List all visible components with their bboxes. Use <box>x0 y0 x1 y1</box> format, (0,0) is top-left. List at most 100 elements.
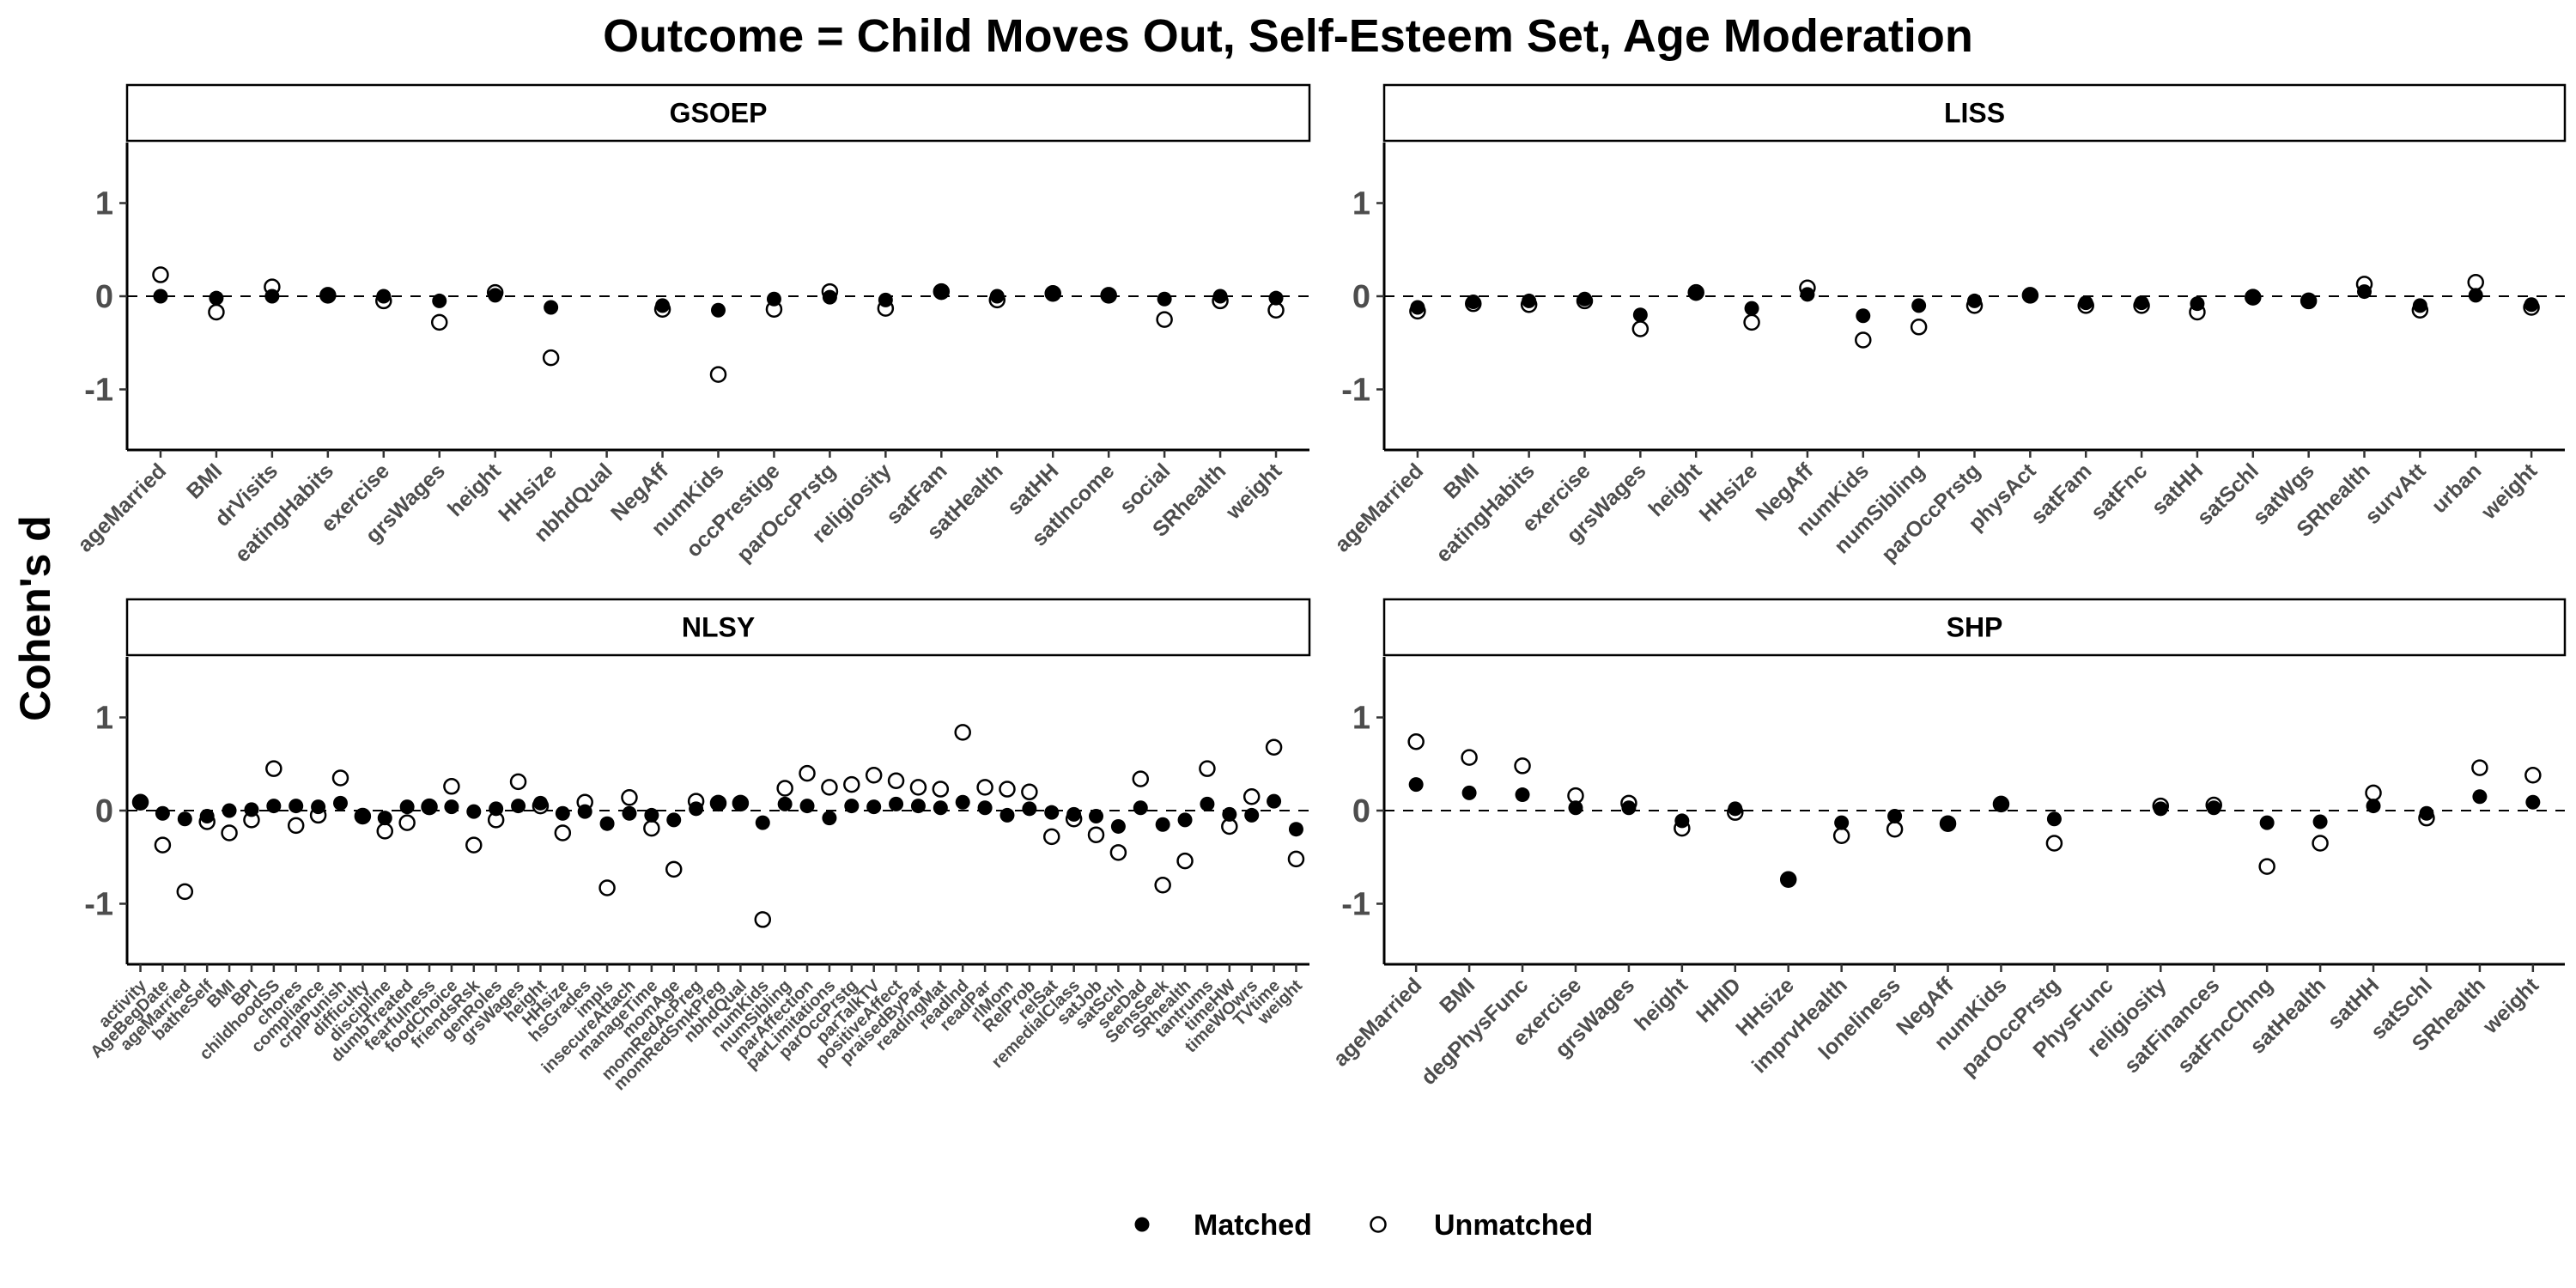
unmatched-point <box>2467 273 2484 291</box>
x-tick-label: weight <box>1221 459 1287 525</box>
unmatched-point <box>709 366 727 383</box>
matched-point <box>1288 822 1303 837</box>
x-tick-label: ageMarried <box>1328 973 1426 1071</box>
unmatched-point <box>1461 749 1478 766</box>
matched-point <box>466 804 482 819</box>
unmatched-point <box>398 814 416 831</box>
x-tick-label: survAtt <box>2360 459 2431 529</box>
unmatched-point <box>976 779 993 796</box>
matched-point <box>311 799 326 815</box>
matched-point <box>133 794 149 810</box>
unmatched-point <box>265 760 283 777</box>
unmatched-point <box>665 860 683 878</box>
unmatched-point <box>1087 826 1105 843</box>
unmatched-point <box>1156 311 1173 328</box>
matched-point <box>2245 289 2261 305</box>
matched-point <box>878 292 893 307</box>
y-tick-label: 0 <box>95 279 113 315</box>
unmatched-point <box>2524 767 2542 784</box>
unmatched-point <box>1855 331 1872 349</box>
unmatched-point <box>1242 787 1261 805</box>
unmatched-point <box>1176 852 1194 870</box>
y-tick-label: 0 <box>95 793 113 829</box>
x-tick-label: satSchl <box>2192 459 2263 530</box>
matched-point <box>1941 816 1956 831</box>
matched-point <box>155 805 170 821</box>
matched-point <box>1267 793 1282 809</box>
matched-point <box>644 807 659 823</box>
unmatched-point <box>621 789 638 806</box>
y-tick-label: -1 <box>84 372 113 408</box>
matched-point <box>2206 800 2221 816</box>
x-tick-label: ageMarried <box>1330 459 1428 556</box>
matched-point <box>2078 295 2093 311</box>
matched-point <box>2046 811 2062 827</box>
matched-point <box>244 802 259 817</box>
matched-point <box>1157 291 1172 307</box>
unmatched-point <box>643 819 660 837</box>
matched-point <box>2419 805 2434 821</box>
strip-label-liss: LISS <box>1944 98 2005 129</box>
matched-point <box>432 293 447 308</box>
matched-point <box>444 799 459 815</box>
unmatched-point <box>542 349 560 367</box>
legend-matched-marker <box>1134 1217 1150 1232</box>
matched-point <box>1993 796 2008 811</box>
x-tick-label: BMI <box>1439 459 1484 503</box>
matched-point <box>2412 298 2427 313</box>
chart-title: Outcome = Child Moves Out, Self-Esteem S… <box>603 10 1973 62</box>
panel-nlsy: NLSY-101activityAgeBegDateageMarriedbath… <box>84 598 1311 1094</box>
y-tick-label: 0 <box>1352 279 1370 315</box>
matched-point <box>1967 293 1982 308</box>
x-tick-label: satFnc <box>2087 459 2153 525</box>
matched-point <box>2525 794 2541 810</box>
unmatched-point <box>1886 820 1904 838</box>
unmatched-point <box>821 779 838 796</box>
matched-point <box>177 811 192 827</box>
y-tick-label: 1 <box>1352 701 1370 737</box>
unmatched-point <box>598 879 616 896</box>
matched-point <box>1568 800 1583 816</box>
matched-point <box>755 815 770 830</box>
matched-point <box>1887 809 1903 824</box>
unmatched-point <box>208 303 225 321</box>
matched-point <box>489 801 504 817</box>
matched-point <box>1101 288 1116 303</box>
x-tick-label: weight <box>2476 459 2543 525</box>
unmatched-point <box>1199 760 1216 777</box>
matched-point <box>1728 801 1743 817</box>
matched-point <box>1222 806 1237 822</box>
y-tick-label: 1 <box>95 701 113 737</box>
matched-point <box>377 811 392 826</box>
unmatched-point <box>2258 858 2275 875</box>
y-tick-label: 0 <box>1352 793 1370 829</box>
unmatched-point <box>2471 759 2488 776</box>
unmatched-point <box>1109 844 1127 861</box>
x-tick-label: BMI <box>182 459 227 503</box>
matched-point <box>376 289 392 304</box>
matched-point <box>1044 805 1060 820</box>
unmatched-point <box>865 767 883 784</box>
unmatched-point <box>554 824 572 841</box>
unmatched-point <box>1154 877 1171 894</box>
matched-point <box>955 794 970 810</box>
matched-point <box>544 300 559 315</box>
legend-matched-label: Matched <box>1194 1209 1312 1242</box>
legend-unmatched-label: Unmatched <box>1434 1209 1593 1242</box>
unmatched-point <box>1631 320 1649 337</box>
matched-point <box>2366 799 2381 814</box>
matched-point <box>2259 815 2275 830</box>
matched-point <box>1212 289 1228 304</box>
matched-point <box>1408 777 1424 793</box>
matched-point <box>977 800 993 816</box>
unmatched-point <box>843 775 860 793</box>
matched-point <box>1133 800 1148 816</box>
y-tick-label: -1 <box>1341 372 1370 408</box>
matched-point <box>488 288 503 303</box>
matched-point <box>1066 806 1082 822</box>
x-tick-label: satFam <box>2026 459 2097 529</box>
unmatched-point <box>999 781 1016 798</box>
matched-point <box>711 302 726 318</box>
